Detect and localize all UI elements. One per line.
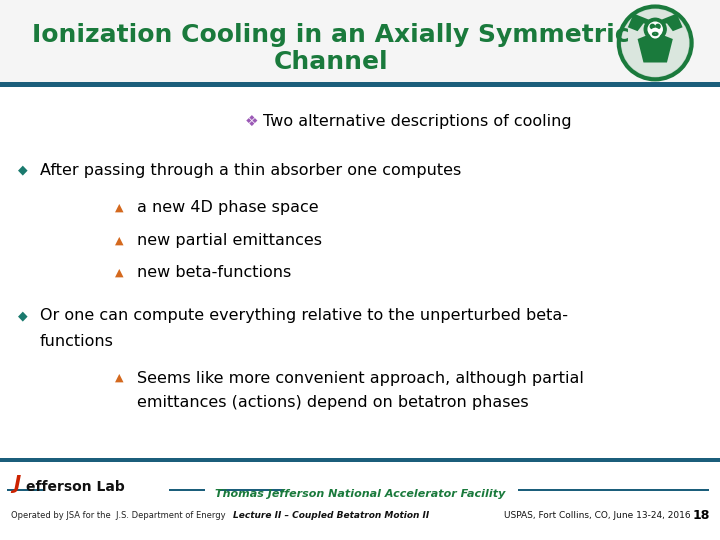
- Polygon shape: [657, 14, 683, 31]
- Text: ◆: ◆: [18, 309, 27, 322]
- Text: Operated by JSA for the  J.S. Department of Energy: Operated by JSA for the J.S. Department …: [11, 511, 225, 520]
- Text: 18: 18: [693, 509, 710, 522]
- Text: Seems like more convenient approach, although partial: Seems like more convenient approach, alt…: [137, 370, 584, 386]
- Text: new beta-functions: new beta-functions: [137, 265, 291, 280]
- Text: emittances (actions) depend on betatron phases: emittances (actions) depend on betatron …: [137, 395, 528, 410]
- Bar: [169, 489, 205, 491]
- Bar: [0, 458, 720, 462]
- Text: After passing through a thin absorber one computes: After passing through a thin absorber on…: [40, 163, 461, 178]
- Circle shape: [621, 9, 690, 77]
- Bar: [7, 489, 43, 491]
- Circle shape: [650, 24, 654, 29]
- Text: functions: functions: [40, 334, 114, 349]
- Bar: [220, 489, 284, 491]
- Text: Or one can compute everything relative to the unperturbed beta-: Or one can compute everything relative t…: [40, 308, 567, 323]
- Text: ▲: ▲: [115, 235, 124, 245]
- Circle shape: [656, 24, 660, 29]
- Text: Two alternative descriptions of cooling: Two alternative descriptions of cooling: [263, 114, 572, 129]
- Text: ▲: ▲: [115, 373, 124, 383]
- Text: ▲: ▲: [115, 203, 124, 213]
- Text: Lecture II – Coupled Betatron Motion II: Lecture II – Coupled Betatron Motion II: [233, 511, 429, 520]
- Circle shape: [650, 29, 660, 38]
- Text: Channel: Channel: [274, 50, 389, 74]
- Circle shape: [644, 18, 666, 40]
- Bar: [518, 489, 709, 491]
- Text: Thomas Jefferson National Accelerator Facility: Thomas Jefferson National Accelerator Fa…: [215, 489, 505, 499]
- Polygon shape: [628, 14, 653, 31]
- Text: a new 4D phase space: a new 4D phase space: [137, 200, 318, 215]
- Text: new partial emittances: new partial emittances: [137, 233, 322, 248]
- Text: J: J: [13, 474, 20, 494]
- Bar: [0, 82, 720, 87]
- Bar: [0, 0, 720, 84]
- Polygon shape: [638, 35, 672, 63]
- Text: efferson Lab: efferson Lab: [26, 480, 125, 494]
- Text: Ionization Cooling in an Axially Symmetric: Ionization Cooling in an Axially Symmetr…: [32, 23, 630, 47]
- Text: ▲: ▲: [115, 268, 124, 278]
- Text: USPAS, Fort Collins, CO, June 13-24, 2016: USPAS, Fort Collins, CO, June 13-24, 201…: [504, 511, 690, 520]
- Circle shape: [648, 22, 662, 36]
- Text: ❖: ❖: [245, 114, 258, 129]
- Text: ◆: ◆: [18, 164, 27, 177]
